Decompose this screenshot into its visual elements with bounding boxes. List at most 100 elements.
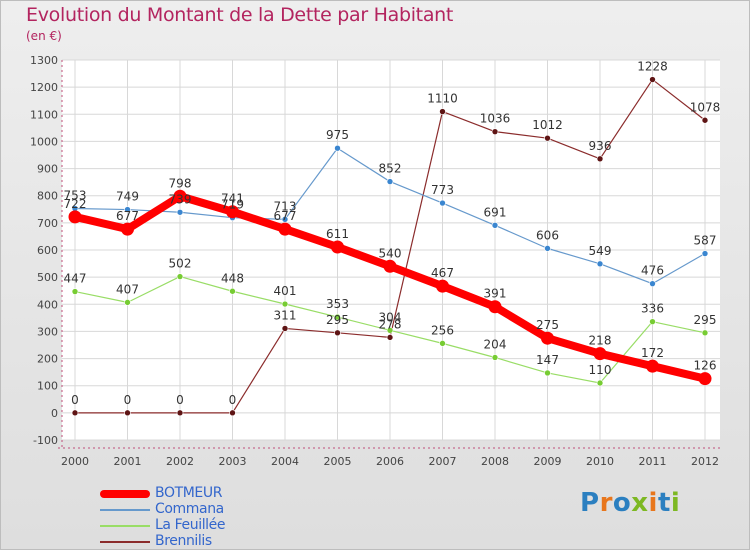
- x-tick-label: 2012: [691, 455, 719, 468]
- data-point: [701, 329, 709, 337]
- data-point: [698, 372, 712, 386]
- data-point: [544, 245, 551, 252]
- data-label: 311: [274, 308, 297, 322]
- data-point: [386, 334, 394, 341]
- data-label: 218: [589, 334, 612, 348]
- data-label: 749: [116, 190, 139, 204]
- x-tick-label: 2001: [114, 455, 142, 468]
- data-label: 691: [484, 205, 507, 219]
- x-tick-label: 2010: [586, 455, 614, 468]
- data-label: 753: [64, 188, 87, 202]
- y-tick-label: 800: [37, 190, 58, 203]
- data-point: [491, 222, 499, 229]
- data-point: [229, 409, 236, 417]
- data-point: [71, 288, 79, 295]
- data-point: [331, 240, 344, 254]
- y-tick-label: 1000: [30, 135, 58, 148]
- data-label: 1036: [480, 112, 511, 126]
- data-point: [544, 369, 551, 377]
- data-point: [176, 208, 184, 216]
- y-tick-label: 300: [37, 325, 58, 338]
- x-tick-label: 2002: [166, 455, 194, 468]
- data-point: [649, 76, 656, 83]
- data-point: [649, 280, 656, 287]
- y-tick-label: 600: [37, 244, 58, 257]
- legend-label: Commana: [155, 501, 224, 517]
- y-tick-label: 1200: [30, 81, 58, 94]
- data-point: [124, 299, 131, 306]
- data-label: 304: [379, 310, 402, 324]
- data-label: 1110: [427, 92, 458, 106]
- data-label: 1078: [690, 100, 721, 114]
- data-label: 739: [169, 192, 192, 206]
- data-label: 467: [431, 266, 454, 280]
- y-tick-label: 900: [37, 163, 58, 176]
- data-label: 587: [694, 234, 717, 248]
- data-label: 172: [641, 346, 664, 360]
- data-label: 295: [694, 313, 717, 327]
- data-point: [281, 216, 289, 223]
- data-label: 147: [536, 353, 559, 367]
- data-label: 975: [326, 128, 349, 142]
- x-tick-label: 2008: [481, 455, 509, 468]
- x-tick-label: 2003: [219, 455, 247, 468]
- y-tick-label: -100: [33, 434, 58, 447]
- proxiti-logo: Proxiti: [580, 488, 681, 518]
- y-tick-label: 1100: [30, 108, 58, 121]
- y-tick-label: 200: [37, 353, 58, 366]
- y-tick-label: 1300: [30, 54, 58, 67]
- data-label: 0: [229, 393, 237, 407]
- data-point: [593, 347, 607, 361]
- data-label: 611: [326, 227, 349, 241]
- chart-title: Evolution du Montant de la Dette par Hab…: [26, 4, 454, 26]
- data-point: [68, 210, 82, 224]
- data-point: [334, 144, 341, 152]
- legend-swatch: [100, 525, 150, 527]
- data-label: 1012: [532, 118, 563, 132]
- data-point: [176, 273, 184, 280]
- x-tick-label: 2009: [534, 455, 562, 468]
- data-point: [281, 325, 289, 332]
- data-label: 741: [221, 192, 244, 206]
- legend-swatch: [100, 490, 150, 498]
- data-label: 677: [116, 209, 139, 223]
- data-point: [386, 178, 394, 185]
- data-label: 204: [484, 337, 507, 351]
- data-label: 852: [379, 162, 402, 176]
- y-tick-label: 0: [51, 407, 58, 420]
- data-point: [596, 155, 604, 163]
- data-point: [491, 354, 499, 361]
- data-point: [173, 189, 187, 203]
- y-tick-label: 400: [37, 298, 58, 311]
- data-label: 278: [379, 317, 402, 331]
- y-tick-label: 500: [37, 271, 58, 284]
- data-label: 401: [274, 284, 297, 298]
- data-point: [439, 108, 446, 115]
- data-label: 1228: [637, 60, 668, 74]
- data-point: [596, 379, 604, 387]
- data-point: [439, 340, 446, 347]
- data-label: 773: [431, 183, 454, 197]
- data-label: 540: [379, 246, 402, 260]
- data-point: [439, 199, 446, 207]
- data-point: [488, 300, 502, 314]
- data-point: [226, 205, 239, 219]
- data-label: 448: [221, 271, 244, 285]
- data-point: [491, 128, 499, 135]
- data-point: [541, 331, 554, 345]
- data-point: [176, 409, 184, 417]
- data-point: [334, 329, 341, 337]
- data-point: [386, 327, 394, 334]
- data-label: 447: [64, 272, 87, 286]
- x-tick-label: 2007: [429, 455, 457, 468]
- data-label: 502: [169, 257, 192, 271]
- data-label: 936: [589, 139, 612, 153]
- legend-swatch: [100, 541, 150, 543]
- data-label: 126: [694, 359, 717, 373]
- x-tick-label: 2004: [271, 455, 299, 468]
- data-point: [383, 259, 397, 273]
- data-point: [646, 359, 659, 373]
- data-point: [229, 287, 236, 295]
- data-label: 110: [589, 363, 612, 377]
